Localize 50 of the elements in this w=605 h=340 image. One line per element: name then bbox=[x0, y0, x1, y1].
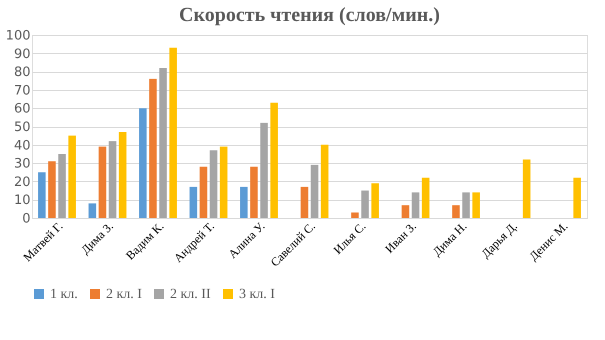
bar bbox=[38, 172, 46, 218]
bar bbox=[169, 48, 177, 218]
bar bbox=[220, 146, 228, 218]
y-tick-label: 100 bbox=[6, 28, 30, 44]
bar bbox=[48, 161, 56, 218]
bar bbox=[452, 205, 460, 218]
bar bbox=[422, 178, 430, 218]
legend-label: 2 кл. II bbox=[170, 287, 211, 302]
bar bbox=[573, 178, 581, 218]
y-tick-label: 80 bbox=[14, 65, 30, 80]
bar bbox=[250, 166, 258, 218]
chart-title: Скорость чтения (слов/мин.) bbox=[179, 4, 440, 26]
bar bbox=[68, 136, 76, 218]
legend-label: 3 кл. I bbox=[239, 287, 276, 302]
bar bbox=[310, 164, 318, 218]
y-tick-label: 0 bbox=[22, 212, 30, 226]
bar bbox=[462, 192, 470, 218]
bar bbox=[320, 144, 328, 218]
bar bbox=[472, 192, 480, 218]
y-tick-label: 40 bbox=[14, 138, 30, 154]
bar bbox=[522, 159, 530, 218]
bar bbox=[159, 68, 167, 218]
bar bbox=[58, 154, 66, 218]
y-tick-label: 20 bbox=[14, 174, 30, 190]
bar bbox=[351, 212, 359, 218]
y-tick-label: 50 bbox=[14, 120, 30, 135]
y-tick-label: 10 bbox=[14, 193, 30, 208]
bar bbox=[260, 122, 268, 218]
bar bbox=[200, 166, 208, 218]
bar bbox=[118, 132, 126, 218]
bar bbox=[361, 190, 369, 218]
bar bbox=[108, 141, 116, 218]
bar bbox=[371, 183, 379, 218]
bar bbox=[139, 108, 147, 218]
bar bbox=[149, 78, 157, 218]
y-tick-label: 90 bbox=[14, 46, 30, 62]
bar bbox=[190, 186, 198, 218]
bar bbox=[300, 186, 308, 218]
bar bbox=[240, 186, 248, 218]
legend-label: 1 кл. bbox=[50, 287, 78, 302]
y-tick-label: 30 bbox=[14, 156, 30, 172]
y-tick-label: 70 bbox=[14, 83, 30, 98]
bar bbox=[402, 205, 410, 218]
bar bbox=[210, 150, 218, 218]
legend-label: 2 кл. I bbox=[106, 287, 142, 302]
bar bbox=[270, 102, 278, 218]
y-tick-label: 60 bbox=[14, 102, 30, 117]
bar bbox=[98, 146, 106, 218]
bar bbox=[88, 203, 96, 218]
bar bbox=[412, 192, 420, 218]
